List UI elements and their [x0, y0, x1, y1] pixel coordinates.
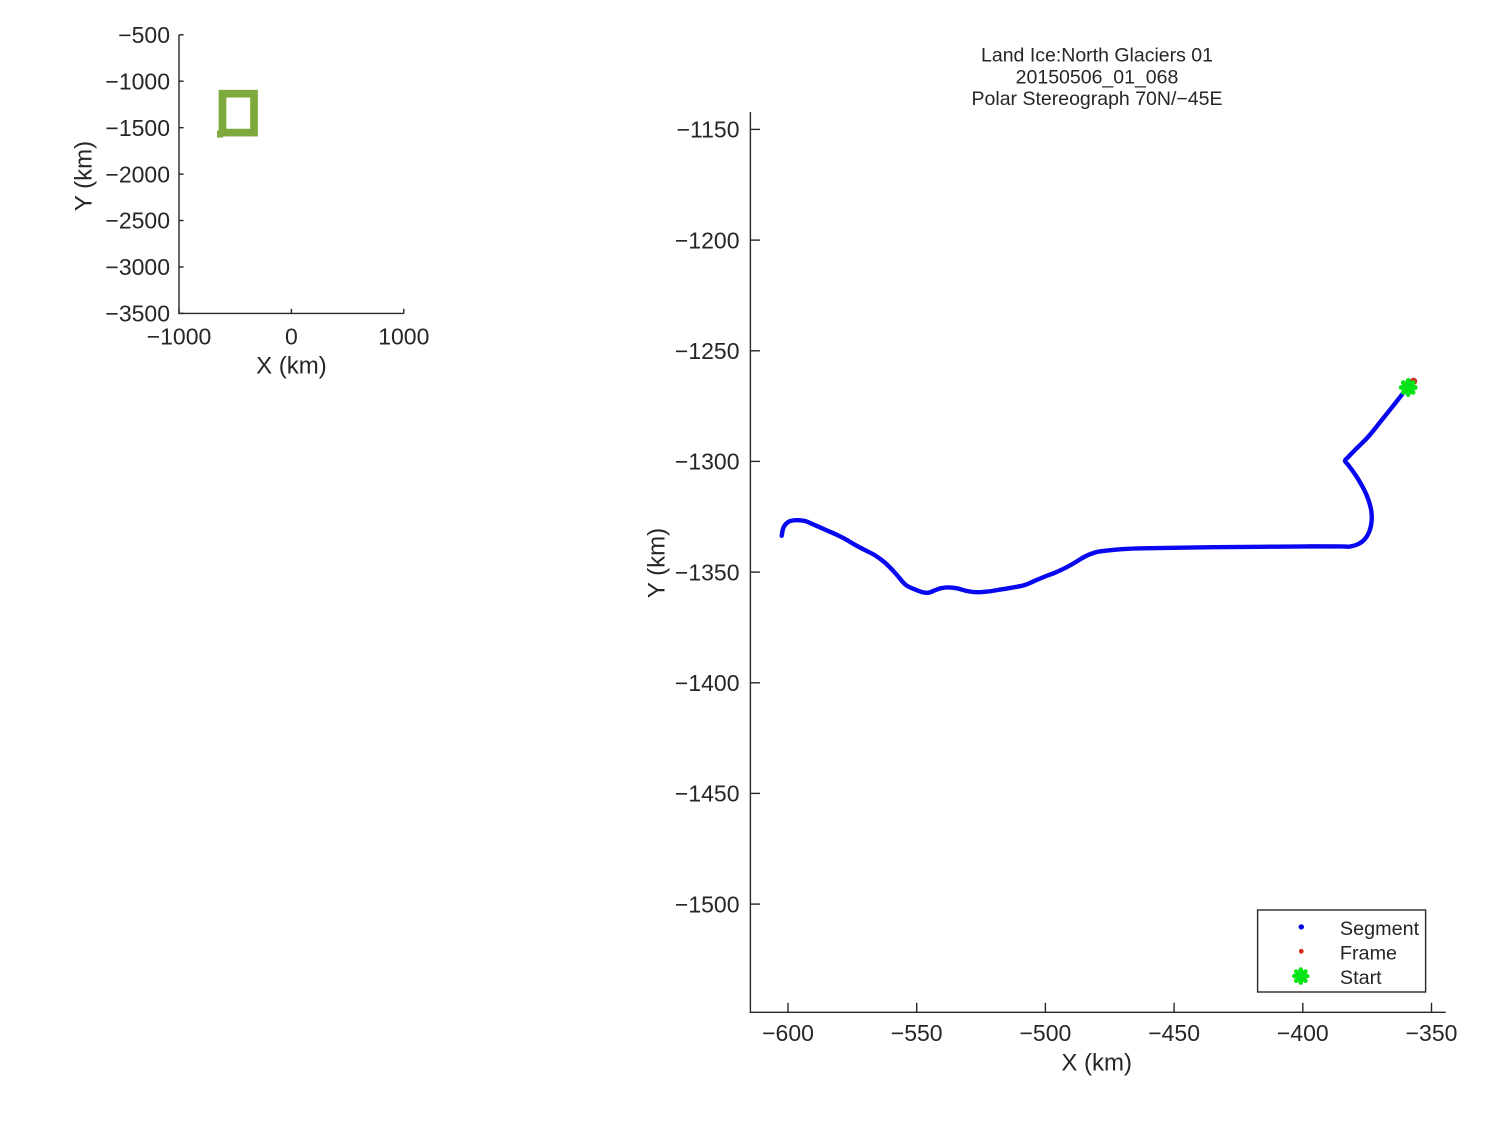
svg-text:0: 0 [285, 324, 298, 350]
svg-text:−1500: −1500 [675, 891, 740, 917]
svg-text:Polar Stereograph 70N/−45E: Polar Stereograph 70N/−45E [972, 88, 1223, 110]
svg-text:−1000: −1000 [147, 324, 212, 350]
svg-text:−3000: −3000 [105, 254, 170, 280]
svg-text:20150506_01_068: 20150506_01_068 [1016, 66, 1179, 88]
svg-text:−400: −400 [1277, 1020, 1329, 1046]
svg-text:−2000: −2000 [105, 161, 170, 187]
svg-text:−500: −500 [118, 22, 170, 48]
svg-text:−450: −450 [1148, 1020, 1200, 1046]
svg-text:X (km): X (km) [1061, 1050, 1132, 1077]
svg-text:Y (km): Y (km) [71, 141, 98, 211]
svg-text:Start: Start [1340, 967, 1382, 989]
svg-text:−1200: −1200 [675, 227, 740, 253]
svg-text:−1500: −1500 [105, 115, 170, 141]
svg-text:1000: 1000 [378, 324, 429, 350]
svg-text:−1250: −1250 [675, 338, 740, 364]
svg-text:−550: −550 [891, 1020, 943, 1046]
svg-text:Land Ice:North Glaciers 01: Land Ice:North Glaciers 01 [981, 45, 1213, 67]
svg-text:Frame: Frame [1340, 942, 1397, 964]
svg-text:−1150: −1150 [677, 117, 740, 143]
svg-text:X (km): X (km) [256, 353, 327, 380]
svg-text:Y (km): Y (km) [644, 528, 671, 598]
svg-text:−1400: −1400 [675, 670, 740, 696]
svg-text:−1000: −1000 [105, 68, 170, 94]
svg-text:−1450: −1450 [675, 781, 740, 807]
svg-text:−3500: −3500 [105, 301, 170, 327]
svg-text:−2500: −2500 [105, 208, 170, 234]
svg-text:−1300: −1300 [675, 449, 740, 475]
svg-text:−500: −500 [1019, 1020, 1071, 1046]
svg-text:Segment: Segment [1340, 918, 1420, 940]
svg-text:−350: −350 [1406, 1020, 1458, 1046]
svg-text:−1350: −1350 [675, 559, 740, 585]
svg-text:−600: −600 [762, 1020, 814, 1046]
